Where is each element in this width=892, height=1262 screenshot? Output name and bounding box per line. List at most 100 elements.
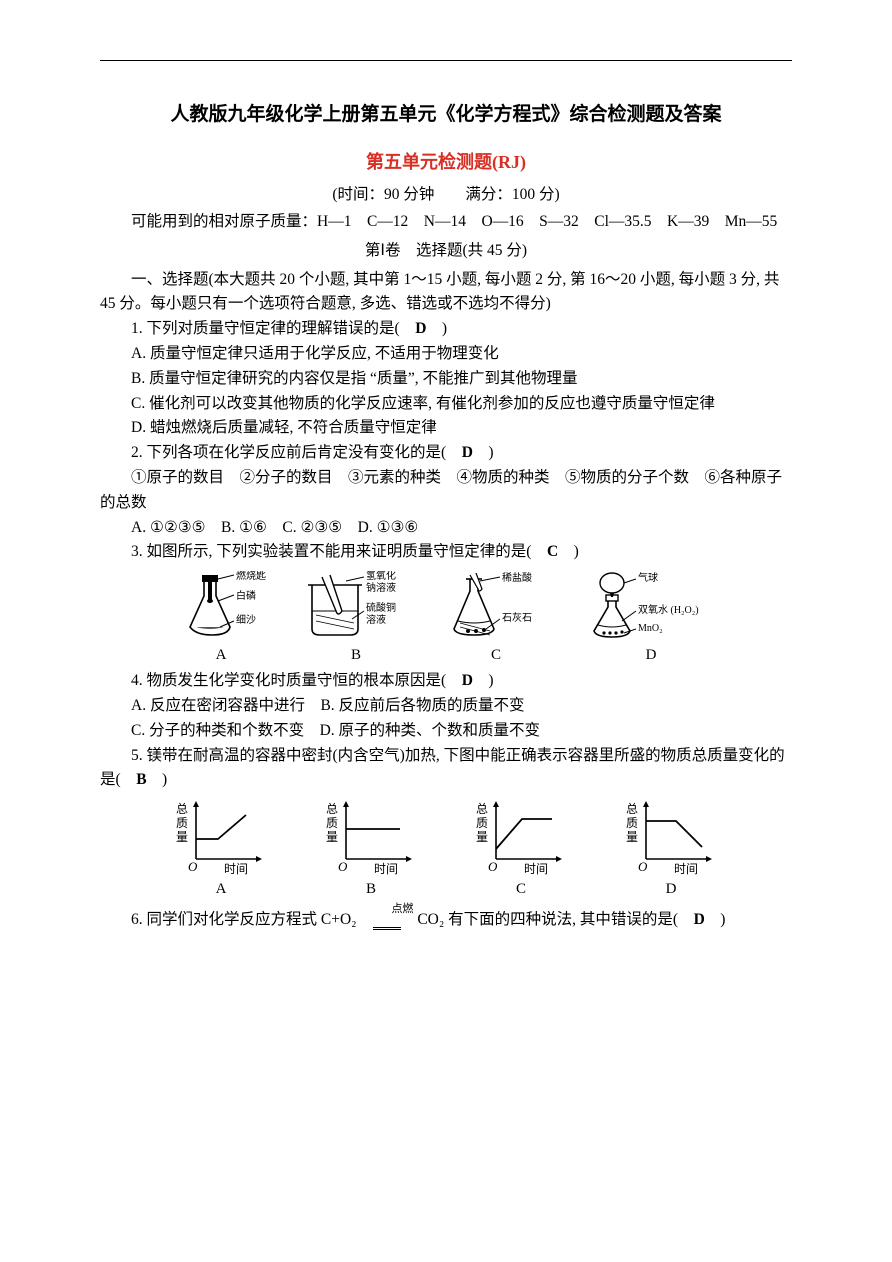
q4-row1: A. 反应在密闭容器中进行 B. 反应前后各物质的质量不变 (100, 694, 792, 719)
q5-cap-B: B (326, 877, 416, 901)
svg-text:总: 总 (626, 802, 638, 816)
page-top-rule (100, 60, 792, 61)
main-title: 人教版九年级化学上册第五单元《化学方程式》综合检测题及答案 (100, 100, 792, 130)
q5-figure-row: 总 质 量 O 时间 A 总 质 量 O 时间 B (100, 799, 792, 901)
q3-cap-A: A (176, 643, 266, 667)
q3-cap-C: C (446, 643, 546, 667)
q4-tail: ) (488, 672, 493, 689)
svg-text:质: 质 (326, 816, 338, 830)
svg-text:时间: 时间 (674, 862, 698, 875)
label: 双氧水 (H₂O₂) (638, 603, 699, 616)
svg-text:O: O (488, 859, 498, 874)
flask-icon: 燃烧匙 白磷 细沙 (176, 571, 266, 641)
q3-cap-D: D (586, 643, 716, 667)
label: 硫酸铜 (366, 601, 396, 614)
timing-line: (时间：90 分钟 满分：100 分) (100, 183, 792, 208)
svg-text:量: 量 (626, 830, 638, 844)
label: 钠溶液 (366, 581, 396, 594)
q6-tail: ) (720, 911, 725, 928)
xlabel: 时间 (224, 862, 248, 875)
svg-text:时间: 时间 (374, 862, 398, 875)
label: 气球 (638, 571, 658, 584)
label: 溶液 (366, 613, 386, 626)
q5-answer: B (136, 771, 146, 788)
q3-tail: ) (574, 543, 579, 560)
section-head: 第Ⅰ卷 选择题(共 45 分) (100, 239, 792, 264)
q2-tail: ) (488, 444, 493, 461)
q6-answer: D (694, 911, 705, 928)
q6-text1: 6. 同学们对化学反应方程式 C+O₂ (131, 911, 357, 928)
q1-optD: D. 蜡烛燃烧后质量减轻, 不符合质量守恒定律 (100, 416, 792, 441)
ylabel: 量 (176, 830, 188, 844)
q1-optB: B. 质量守恒定律研究的内容仅是指 “质量”, 不能推广到其他物理量 (100, 367, 792, 392)
q5-graph-D: 总 质 量 O 时间 D (626, 799, 716, 901)
svg-text:O: O (188, 859, 198, 874)
q1-tail: ) (442, 320, 447, 337)
q1-answer: D (415, 320, 426, 337)
svg-text:O: O (638, 859, 648, 874)
q6-condition: 点燃 (391, 903, 413, 915)
q2-answer: D (462, 444, 473, 461)
q5-cap-A: A (176, 877, 266, 901)
q2-items: ①原子的数目 ②分子的数目 ③元素的种类 ④物质的种类 ⑤物质的分子个数 ⑥各种… (100, 466, 792, 516)
q5-graph-B: 总 质 量 O 时间 B (326, 799, 416, 901)
q3-fig-A: 燃烧匙 白磷 细沙 A (176, 571, 266, 667)
graph-icon: 总 质 量 O 时间 (176, 799, 266, 875)
q6-stem: 6. 同学们对化学反应方程式 C+O₂ 点燃 CO₂ 有下面的四种说法, 其中错… (100, 903, 792, 938)
choice-intro: 一、选择题(本大题共 20 个小题, 其中第 1～15 小题, 每小题 2 分,… (100, 268, 792, 318)
q4-stem: 4. 物质发生化学变化时质量守恒的根本原因是( D ) (100, 669, 792, 694)
atomic-masses: 可能用到的相对原子质量：H—1 C—12 N—14 O—16 S—32 Cl—3… (100, 210, 792, 235)
ylabel: 总 (176, 802, 188, 816)
balloon-flask-icon: 气球 双氧水 (H₂O₂) MnO₂ (586, 571, 716, 641)
q3-fig-B: 氢氧化 钠溶液 硫酸铜 溶液 B (306, 571, 406, 667)
q2-opts: A. ①②③⑤ B. ①⑥ C. ②③⑤ D. ①③⑥ (100, 516, 792, 541)
q3-fig-D: 气球 双氧水 (H₂O₂) MnO₂ D (586, 571, 716, 667)
label: 白磷 (236, 589, 256, 602)
svg-text:质: 质 (626, 816, 638, 830)
label: MnO₂ (638, 623, 663, 634)
label: 细沙 (236, 613, 256, 626)
q4-row2: C. 分子的种类和个数不变 D. 原子的种类、个数和质量不变 (100, 719, 792, 744)
q2-stem: 2. 下列各项在化学反应前后肯定没有变化的是( D ) (100, 441, 792, 466)
svg-text:时间: 时间 (524, 862, 548, 875)
svg-text:总: 总 (476, 802, 488, 816)
ylabel: 质 (176, 816, 188, 830)
conical-flask-icon: 稀盐酸 石灰石 (446, 571, 546, 641)
q3-cap-B: B (306, 643, 406, 667)
label: 燃烧匙 (236, 571, 266, 582)
q5-cap-C: C (476, 877, 566, 901)
q6-text2: CO₂ 有下面的四种说法, 其中错误的是( (417, 911, 678, 928)
svg-text:总: 总 (326, 802, 338, 816)
graph-icon: 总 质 量 O 时间 (626, 799, 716, 875)
q2-text: 2. 下列各项在化学反应前后肯定没有变化的是( (131, 444, 446, 461)
q1-stem: 1. 下列对质量守恒定律的理解错误的是( D ) (100, 317, 792, 342)
svg-text:质: 质 (476, 816, 488, 830)
q5-text: 5. 镁带在耐高温的容器中密封(内含空气)加热, 下图中能正确表示容器里所盛的物… (100, 747, 785, 789)
svg-text:量: 量 (476, 830, 488, 844)
label: 氢氧化 (366, 571, 396, 582)
q3-answer: C (547, 543, 558, 560)
q4-text: 4. 物质发生化学变化时质量守恒的根本原因是( (131, 672, 446, 689)
svg-text:量: 量 (326, 830, 338, 844)
svg-text:O: O (338, 859, 348, 874)
q3-text: 3. 如图所示, 下列实验装置不能用来证明质量守恒定律的是( (131, 543, 531, 560)
q5-stem: 5. 镁带在耐高温的容器中密封(内含空气)加热, 下图中能正确表示容器里所盛的物… (100, 744, 792, 794)
unit-title: 第五单元检测题(RJ) (100, 148, 792, 177)
q5-cap-D: D (626, 877, 716, 901)
q1-text: 1. 下列对质量守恒定律的理解错误的是( (131, 320, 400, 337)
document-page: 人教版九年级化学上册第五单元《化学方程式》综合检测题及答案 第五单元检测题(RJ… (0, 0, 892, 998)
graph-icon: 总 质 量 O 时间 (326, 799, 416, 875)
q4-answer: D (462, 672, 473, 689)
q5-graph-C: 总 质 量 O 时间 C (476, 799, 566, 901)
q5-tail: ) (162, 771, 167, 788)
q3-fig-C: 稀盐酸 石灰石 C (446, 571, 546, 667)
q1-optA: A. 质量守恒定律只适用于化学反应, 不适用于物理变化 (100, 342, 792, 367)
q5-graph-A: 总 质 量 O 时间 A (176, 799, 266, 901)
label: 石灰石 (502, 611, 532, 624)
q1-optC: C. 催化剂可以改变其他物质的化学反应速率, 有催化剂参加的反应也遵守质量守恒定… (100, 392, 792, 417)
beaker-icon: 氢氧化 钠溶液 硫酸铜 溶液 (306, 571, 406, 641)
label: 稀盐酸 (502, 571, 532, 584)
q3-stem: 3. 如图所示, 下列实验装置不能用来证明质量守恒定律的是( C ) (100, 540, 792, 565)
graph-icon: 总 质 量 O 时间 (476, 799, 566, 875)
q3-figure-row: 燃烧匙 白磷 细沙 A 氢氧化 钠溶液 硫酸铜 溶液 B (100, 571, 792, 667)
